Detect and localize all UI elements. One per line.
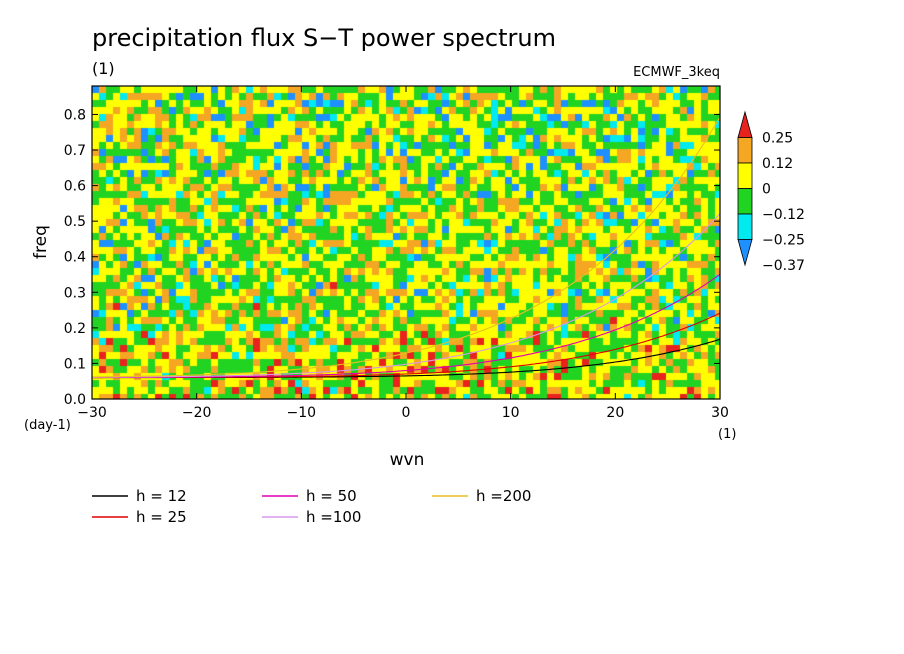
- legend-label: h =100: [306, 508, 361, 526]
- x-tick-label: −30: [77, 405, 107, 421]
- y-tick-label: 0.8: [64, 107, 86, 123]
- y-tick-label: 0.2: [64, 321, 86, 337]
- x-tick-label: 30: [711, 405, 729, 421]
- colorbar-swatch: [737, 213, 753, 240]
- dispersion-curve: [92, 213, 720, 378]
- x-tick-label: 20: [606, 405, 624, 421]
- colorbar-swatch: [737, 188, 753, 215]
- y-tick-label: 0.4: [64, 250, 86, 266]
- legend: h = 12 h = 25 h = 50 h =100 h =200: [92, 487, 531, 526]
- colorbar-label: 0: [762, 182, 771, 198]
- chart-title: precipitation flux S−T power spectrum: [92, 24, 556, 52]
- colorbar-label: −0.37: [762, 258, 805, 274]
- colorbar-arrow-top: [737, 110, 753, 138]
- x-ticks: −30 −20 −10 0 10 20 30: [77, 86, 729, 421]
- colorbar-swatch: [737, 162, 753, 189]
- y-axis-label: freq: [31, 225, 51, 259]
- legend-label: h = 50: [306, 487, 357, 505]
- units-label: (1): [92, 59, 115, 78]
- colorbar: 0.25 0.12 0 −0.12 −0.25 −0.37: [737, 110, 805, 274]
- dispersion-curve: [92, 116, 720, 378]
- model-label: ECMWF_3keq: [633, 65, 720, 80]
- y-units-label: (day-1): [24, 418, 71, 433]
- heatmap-raster: [92, 86, 720, 399]
- dispersion-curves: [92, 116, 720, 379]
- y-tick-label: 0.3: [64, 285, 86, 301]
- legend-label: h =200: [476, 487, 531, 505]
- y-tick-label: 0.7: [64, 143, 86, 159]
- y-tick-label: 0.5: [64, 214, 86, 230]
- colorbar-label: 0.25: [762, 131, 793, 147]
- y-tick-label: 0.0: [64, 392, 86, 408]
- y-tick-label: 0.6: [64, 179, 86, 195]
- x-axis-label: wvn: [390, 450, 425, 470]
- x-tick-label: 10: [502, 405, 520, 421]
- x-units-label: (1): [718, 427, 736, 442]
- colorbar-swatch: [737, 137, 753, 164]
- x-tick-label: −20: [182, 405, 212, 421]
- dispersion-curve: [92, 273, 720, 379]
- colorbar-label: −0.12: [762, 207, 805, 223]
- heatmap-field: [92, 86, 720, 399]
- y-ticks: 0.0 0.1 0.2 0.3 0.4 0.5 0.6 0.7 0.8: [64, 107, 720, 408]
- legend-label: h = 12: [136, 487, 187, 505]
- colorbar-arrow-bottom: [737, 239, 753, 267]
- x-tick-label: 0: [402, 405, 411, 421]
- colorbar-label: −0.25: [762, 233, 805, 249]
- legend-label: h = 25: [136, 508, 187, 526]
- y-tick-label: 0.1: [64, 356, 86, 372]
- x-tick-label: −10: [287, 405, 317, 421]
- colorbar-label: 0.12: [762, 156, 793, 172]
